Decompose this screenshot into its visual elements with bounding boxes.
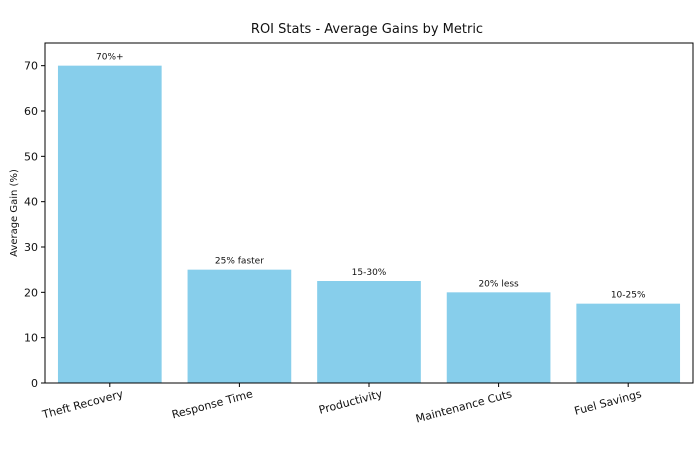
x-tick-label: Response Time bbox=[170, 387, 254, 421]
data-label: 10-25% bbox=[611, 291, 646, 301]
y-tick-label: 20 bbox=[24, 286, 38, 299]
x-axis-ticks: Theft Recovery Response Time Productivity M… bbox=[40, 383, 643, 426]
chart-title: ROI Stats - Average Gains by Metric bbox=[251, 22, 483, 37]
bar-0 bbox=[57, 65, 162, 384]
data-label: 70%+ bbox=[96, 53, 124, 63]
x-tick-label: Productivity bbox=[317, 387, 384, 417]
y-tick-label: 40 bbox=[24, 196, 38, 209]
bar-3 bbox=[446, 292, 551, 383]
y-tick-label: 50 bbox=[24, 150, 38, 163]
y-tick-label: 70 bbox=[24, 60, 38, 73]
y-tick-label: 60 bbox=[24, 105, 38, 118]
y-tick-label: 30 bbox=[24, 241, 38, 254]
bar-2 bbox=[317, 281, 421, 383]
data-label: 15-30% bbox=[352, 268, 387, 278]
y-axis-ticks: 0 10 20 30 40 50 60 70 bbox=[24, 60, 45, 390]
bar-1 bbox=[187, 269, 292, 383]
y-tick-label: 10 bbox=[24, 332, 38, 345]
bar-4 bbox=[576, 303, 681, 383]
data-labels-group: 70%+ 25% faster 15-30% 20% less 10-25% bbox=[96, 53, 646, 301]
x-tick-label: Fuel Savings bbox=[573, 387, 643, 417]
x-tick-label: Maintenance Cuts bbox=[414, 387, 513, 425]
y-axis-label: Average Gain (%) bbox=[9, 169, 20, 257]
bars-group bbox=[57, 65, 681, 384]
data-label: 25% faster bbox=[215, 257, 264, 267]
data-label: 20% less bbox=[478, 279, 519, 289]
y-tick-label: 0 bbox=[31, 377, 38, 390]
plot-frame bbox=[44, 42, 694, 384]
x-tick-label: Theft Recovery bbox=[40, 387, 125, 421]
